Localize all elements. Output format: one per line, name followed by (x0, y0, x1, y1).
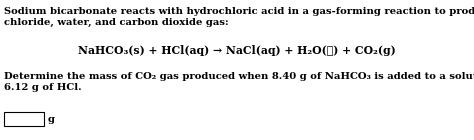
Text: NaHCO₃(s) + HCl(aq) → NaCl(aq) + H₂O(ℓ) + CO₂(g): NaHCO₃(s) + HCl(aq) → NaCl(aq) + H₂O(ℓ) … (78, 45, 396, 56)
Text: Determine the mass of CO₂ gas produced when 8.40 g of NaHCO₃ is added to a solut: Determine the mass of CO₂ gas produced w… (4, 72, 474, 81)
Text: 6.12 g of HCl.: 6.12 g of HCl. (4, 83, 82, 92)
Text: g: g (48, 115, 55, 123)
Bar (4, 112, 44, 126)
Text: chloride, water, and carbon dioxide gas:: chloride, water, and carbon dioxide gas: (4, 18, 228, 27)
Text: Sodium bicarbonate reacts with hydrochloric acid in a gas-forming reaction to pr: Sodium bicarbonate reacts with hydrochlo… (4, 7, 474, 16)
